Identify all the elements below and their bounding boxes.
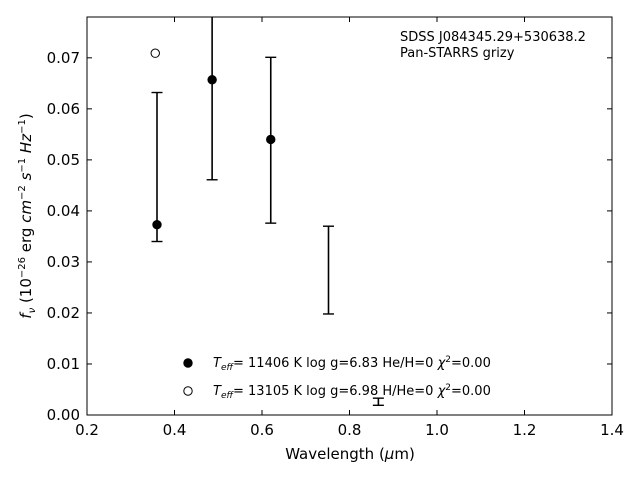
annotation-line-2: Pan-STARRS grizy <box>400 46 515 61</box>
model-point-filled <box>207 75 217 85</box>
x-tick-label: 0.2 <box>75 421 99 439</box>
legend-entry-2: Teff= 13105 K log g=6.98 H/He=0 χ2=0.00 <box>213 383 491 401</box>
y-tick-label: 0.03 <box>47 253 80 271</box>
x-axis-label: Wavelength (μm) <box>285 445 415 463</box>
x-tick-label: 1.4 <box>600 421 624 439</box>
x-tick-label: 1.0 <box>425 421 449 439</box>
y-axis-label: fν (10−26 erg cm−2 s−1 Hz−1) <box>17 113 38 318</box>
model-point-open <box>150 48 160 58</box>
y-tick-label: 0.05 <box>47 151 80 169</box>
y-tick-label: 0.04 <box>47 202 80 220</box>
axis-ticks: 0.2 0.4 0.6 0.8 1.0 1.2 1.4 0.00 0.01 0.02 0.03 0.0… <box>47 17 624 439</box>
legend-marker-filled <box>183 358 193 368</box>
model-point-filled <box>152 219 162 230</box>
plot-frame <box>86 16 613 416</box>
y-tick-label: 0.02 <box>47 304 80 322</box>
x-tick-label: 0.8 <box>338 421 362 439</box>
error-bars <box>151 17 384 407</box>
legend-marker-open <box>183 386 193 396</box>
x-tick-label: 1.2 <box>513 421 537 439</box>
legend: Teff= 11406 K log g=6.83 He/H=0 χ2=0.00 … <box>183 355 491 401</box>
y-tick-label: 0.01 <box>47 355 80 373</box>
y-tick-label: 0.00 <box>47 406 80 424</box>
x-tick-label: 0.6 <box>250 421 274 439</box>
x-tick-label: 0.4 <box>163 421 187 439</box>
data-points <box>150 48 276 230</box>
legend-entry-1: Teff= 11406 K log g=6.83 He/H=0 χ2=0.00 <box>213 355 491 373</box>
y-tick-label: 0.06 <box>47 100 80 118</box>
model-point-filled <box>266 134 276 145</box>
annotation-line-1: SDSS J084345.29+530638.2 <box>400 30 586 45</box>
y-tick-label: 0.07 <box>47 49 80 67</box>
